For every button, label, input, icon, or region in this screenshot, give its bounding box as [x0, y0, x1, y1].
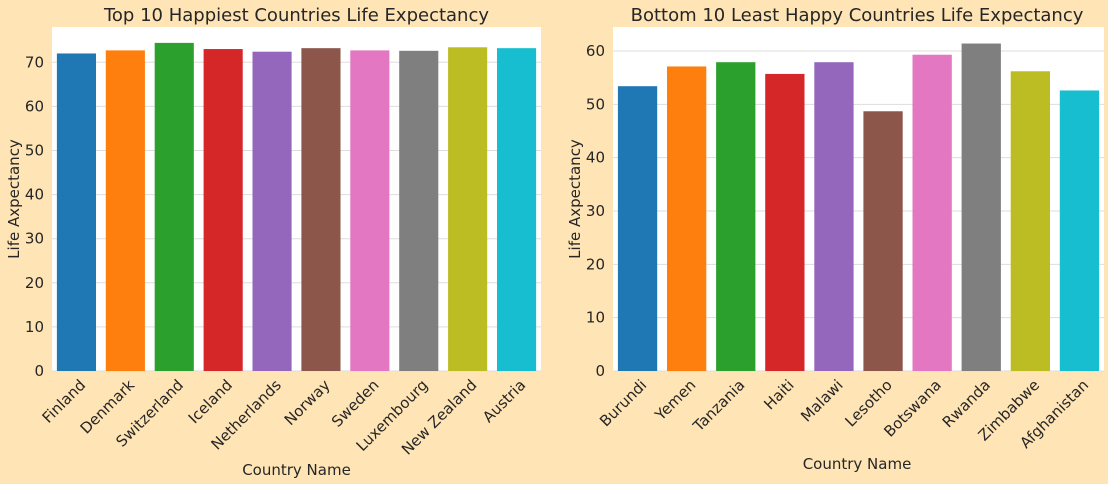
right-bar-yemen	[667, 66, 707, 371]
left-y-tick-label: 50	[25, 141, 44, 159]
left-bar-austria	[496, 48, 537, 372]
left-y-tick-label: 30	[25, 230, 44, 248]
right-bar-haiti	[765, 73, 805, 371]
left-bar-netherlands	[252, 51, 292, 371]
left-x-axis-label: Country Name	[242, 461, 351, 479]
right-x-axis-label: Country Name	[803, 455, 912, 473]
left-y-ticks: 0 10 20 30 40 50 60 70	[25, 53, 44, 380]
left-bar-norway	[301, 48, 341, 372]
left-bar-sweden	[350, 50, 390, 371]
right-bar-malawi	[814, 62, 854, 371]
left-y-tick-label: 20	[25, 274, 44, 292]
left-y-tick-label: 40	[25, 186, 44, 204]
left-bars	[56, 42, 537, 372]
left-bar-iceland	[203, 49, 243, 372]
right-y-axis-label: Life Axpectancy	[566, 139, 584, 259]
right-bar-botswana	[912, 54, 952, 371]
right-bars	[617, 43, 1100, 372]
right-y-tick-label: 40	[586, 149, 605, 167]
right-y-ticks: 0 10 20 30 40 50 60	[586, 42, 605, 380]
right-y-tick-label: 60	[586, 42, 605, 60]
left-chart: 0 10 20 30 40 50 60 70 FinlandDenmarkSwitzerlan…	[5, 5, 541, 479]
right-bar-rwanda	[961, 43, 1001, 372]
right-y-tick-label: 10	[586, 309, 605, 327]
right-y-tick-label: 30	[586, 202, 605, 220]
right-bar-zimbabwe	[1010, 71, 1050, 372]
right-bar-lesotho	[863, 111, 903, 372]
right-x-tick-label: Burundi	[596, 376, 650, 430]
right-chart-title: Bottom 10 Least Happy Countries Life Exp…	[631, 5, 1084, 26]
left-x-tick-label: Austria	[479, 376, 529, 426]
left-bar-denmark	[105, 50, 145, 371]
right-y-tick-label: 20	[586, 255, 605, 273]
right-bar-tanzania	[716, 62, 756, 371]
left-y-tick-label: 70	[25, 53, 44, 71]
left-bar-switzerland	[154, 42, 194, 371]
left-bar-finland	[56, 53, 97, 371]
left-bar-new-zealand	[448, 47, 488, 372]
left-y-axis-label: Life Axpectancy	[5, 139, 23, 259]
right-bar-burundi	[617, 86, 658, 371]
right-x-tick-label: Malawi	[797, 376, 846, 425]
right-y-tick-label: 50	[586, 95, 605, 113]
right-x-tick-label: Tanzania	[689, 376, 749, 436]
left-chart-title: Top 10 Happiest Countries Life Expectanc…	[103, 5, 489, 26]
right-x-tick-label: Yemen	[651, 376, 700, 425]
left-y-tick-label: 0	[34, 362, 44, 380]
left-bar-luxembourg	[399, 50, 439, 372]
left-x-tick-label: Norway	[281, 376, 334, 429]
right-bar-afghanistan	[1059, 90, 1100, 371]
left-x-ticks: FinlandDenmarkSwitzerlandIcelandNetherla…	[39, 376, 530, 459]
left-y-tick-label: 60	[25, 97, 44, 115]
left-y-tick-label: 10	[25, 318, 44, 336]
right-x-tick-label: Haiti	[760, 376, 797, 413]
right-y-tick-label: 0	[595, 362, 605, 380]
